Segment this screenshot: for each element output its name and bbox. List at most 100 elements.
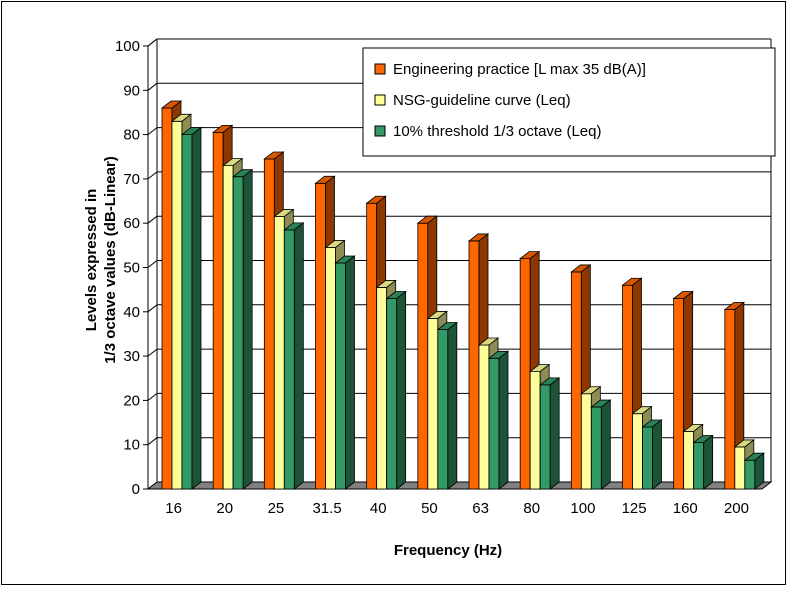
x-tick-label: 20 [216, 500, 233, 517]
gridline-depth [147, 171, 158, 180]
gridline-depth [147, 215, 158, 224]
y-axis-title: Levels expressed in 1/3 octave values (d… [83, 156, 119, 364]
x-tick-label: 80 [523, 500, 540, 517]
x-tick-label: 50 [421, 500, 438, 517]
bar-front [181, 134, 193, 490]
bar-front [417, 222, 429, 490]
bar-front [366, 202, 378, 490]
gridline-depth [147, 82, 158, 91]
bar-front [724, 309, 736, 490]
y-tick-label: 10 [123, 437, 140, 454]
bar-front [693, 442, 705, 490]
x-tick-label: 160 [673, 500, 698, 517]
bar [180, 126, 203, 490]
bar-front [529, 371, 541, 490]
axes [143, 38, 773, 490]
bar-side [652, 419, 662, 490]
gridline-depth [147, 348, 158, 357]
y-tick-label: 90 [123, 82, 140, 99]
y-tick-label: 100 [115, 38, 140, 55]
legend-swatch-10-percent-threshold [374, 125, 386, 137]
y-tick-label: 60 [123, 215, 140, 232]
bar-side [754, 452, 765, 490]
legend: Engineering practice [L max 35 dB(A)] NS… [362, 47, 776, 157]
y-tick-label: 30 [123, 348, 140, 365]
bar [641, 419, 663, 490]
bar [743, 452, 765, 490]
bar-front [580, 393, 592, 490]
x-tick-label: 40 [370, 500, 387, 517]
bar-front [437, 329, 449, 490]
y-axis-title-line-1: Levels expressed in [83, 189, 100, 332]
bar-side [191, 126, 202, 490]
tick-labels: 0 10 20 30 40 50 60 70 80 90 100 16 20 25 31.5 40 50 63 80… [115, 38, 749, 517]
bar-front [376, 287, 388, 490]
bar-front [468, 240, 480, 490]
y-tick-label: 0 [132, 481, 140, 498]
y-tick-label: 80 [123, 127, 140, 144]
bar-front [590, 406, 602, 490]
bar-side [293, 222, 304, 490]
bar-front [478, 344, 490, 490]
bar [334, 255, 356, 490]
bar-front [570, 271, 582, 490]
bar-front [212, 131, 224, 490]
x-tick-label: 25 [268, 500, 285, 517]
y-axis-top-depth [147, 38, 158, 47]
bar [232, 168, 254, 490]
bar-front [315, 182, 326, 490]
bar-side [345, 255, 355, 490]
x-tick-label: 16 [165, 500, 182, 517]
bars [160, 100, 765, 490]
legend-swatch-nsg-guideline [374, 94, 386, 106]
bar [487, 350, 510, 490]
legend-box [362, 47, 776, 157]
legend-label-10-percent-threshold: 10% threshold 1/3 octave (Leq) [393, 123, 601, 140]
bar-front [222, 165, 234, 490]
legend-label-engineering-practice: Engineering practice [L max 35 dB(A)] [393, 61, 646, 78]
bar-front [427, 318, 439, 490]
bar [692, 434, 714, 490]
x-tick-label: 63 [472, 500, 489, 517]
bar-front [171, 120, 183, 490]
bar-front [263, 158, 275, 490]
bar-side [600, 399, 611, 490]
bar [283, 222, 305, 490]
bar [590, 399, 612, 490]
floor [146, 481, 773, 490]
legend-label-nsg-guideline: NSG-guideline curve (Leq) [393, 92, 571, 109]
gridline-depth [147, 260, 158, 268]
bar-front [488, 357, 500, 490]
x-tick-label: 100 [570, 500, 595, 517]
bar [539, 377, 561, 490]
x-tick-label: 31.5 [312, 500, 341, 517]
y-tick-label: 70 [123, 171, 140, 188]
bar-side [498, 350, 509, 490]
bar-front [325, 247, 336, 490]
bar-side [447, 321, 458, 490]
gridline-depth [147, 393, 158, 401]
bar-front [539, 384, 551, 490]
bar-side [549, 377, 560, 490]
bar-front [386, 298, 398, 490]
bar-front [273, 216, 285, 490]
bar-side [242, 168, 253, 490]
bar-side [396, 290, 407, 490]
bar-side [703, 434, 714, 490]
gridline-depth [147, 127, 158, 135]
bar-front [519, 258, 531, 490]
bar-front [683, 431, 695, 490]
y-tick-label: 50 [123, 260, 140, 277]
x-axis-title: Frequency (Hz) [394, 542, 502, 559]
y-axis-title-line-2: 1/3 octave values (dB-Linear) [102, 156, 119, 364]
bar-front [744, 459, 756, 490]
legend-swatch-engineering-practice [374, 63, 386, 75]
y-tick-label: 40 [123, 304, 140, 321]
bar-front [161, 107, 173, 490]
bar-front [335, 262, 346, 490]
bar [436, 321, 458, 490]
x-tick-label: 125 [622, 500, 647, 517]
bar [385, 290, 407, 490]
y-tick-label: 20 [123, 392, 140, 409]
